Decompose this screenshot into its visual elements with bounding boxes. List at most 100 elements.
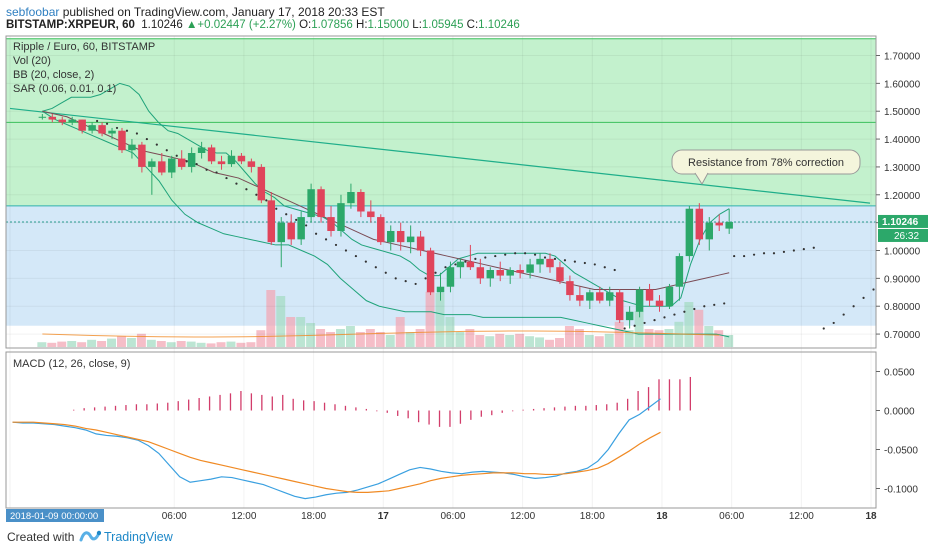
sar-dot bbox=[185, 160, 188, 163]
price-tick-label: 0.70000 bbox=[884, 330, 921, 341]
sar-dot bbox=[812, 246, 815, 249]
volume-bar bbox=[495, 333, 505, 347]
sar-dot bbox=[245, 188, 248, 191]
volume-bar bbox=[256, 330, 266, 347]
candle-body bbox=[377, 217, 385, 243]
volume-bar bbox=[236, 342, 246, 347]
sar-dot bbox=[135, 132, 139, 135]
volume-bar bbox=[176, 341, 186, 347]
candle-body bbox=[406, 236, 415, 243]
volume-bar bbox=[186, 341, 196, 347]
candle-body bbox=[187, 153, 196, 167]
time-remaining-badge bbox=[878, 228, 928, 242]
volume-bar bbox=[146, 339, 156, 347]
volume-bar bbox=[87, 339, 97, 347]
sar-dot bbox=[723, 302, 726, 305]
volume-bar bbox=[724, 335, 734, 347]
sar-dot bbox=[384, 271, 387, 274]
macd-tick-label: 0.0000 bbox=[884, 407, 915, 418]
sar-dot bbox=[364, 260, 367, 263]
candle-body bbox=[48, 116, 57, 120]
close-label: C: bbox=[466, 19, 479, 31]
candle-body bbox=[466, 261, 475, 268]
time-tick-label: 18 bbox=[656, 511, 668, 522]
volume-bar bbox=[395, 317, 405, 347]
resistance-trendline bbox=[9, 107, 871, 204]
sar-dot bbox=[603, 266, 606, 269]
sar-dot bbox=[842, 313, 845, 316]
sar-dot bbox=[394, 277, 397, 280]
candle-body bbox=[665, 286, 674, 307]
volume-bar bbox=[117, 336, 126, 347]
time-tick-label: 12:00 bbox=[231, 511, 256, 522]
volume-bar bbox=[515, 333, 525, 347]
sar-dot bbox=[494, 254, 497, 258]
open-label: O: bbox=[299, 19, 312, 31]
tradingview-brand[interactable]: TradingView bbox=[104, 530, 173, 544]
volume-bar bbox=[67, 341, 77, 347]
sar-dot bbox=[673, 313, 676, 316]
volume-bar bbox=[435, 293, 445, 347]
sar-dot bbox=[105, 122, 109, 125]
legend-line-1: Vol (20) bbox=[13, 55, 51, 67]
macd-tick-label: 0.0500 bbox=[884, 368, 915, 379]
macd-legend: MACD (12, 26, close, 9) bbox=[13, 358, 130, 370]
volume-bar bbox=[714, 330, 724, 347]
sar-dot bbox=[623, 327, 626, 330]
candle-body bbox=[128, 144, 136, 151]
sar-dot bbox=[743, 254, 746, 258]
candle-body bbox=[396, 231, 405, 243]
sar-dot bbox=[195, 163, 198, 166]
volume-bar bbox=[107, 338, 117, 347]
candle-body bbox=[596, 292, 604, 301]
candle-body bbox=[566, 281, 574, 296]
sar-dot bbox=[733, 254, 736, 258]
sar-dot bbox=[762, 252, 766, 255]
volume-ma-line bbox=[42, 330, 720, 338]
sar-dot bbox=[852, 305, 855, 308]
published-text: published on TradingView.com, January 17… bbox=[59, 5, 385, 19]
macd-pane-frame bbox=[5, 351, 877, 509]
annotation-box bbox=[671, 149, 861, 175]
volume-bar bbox=[47, 342, 57, 347]
price-tick-label: 1.60000 bbox=[884, 79, 921, 90]
volume-bar bbox=[485, 336, 495, 347]
candle-body bbox=[526, 264, 534, 273]
sar-dot bbox=[334, 243, 338, 247]
volume-bar bbox=[664, 329, 674, 347]
volume-bar bbox=[644, 329, 654, 347]
time-tick-label: 12:00 bbox=[789, 511, 814, 522]
candle-body bbox=[476, 267, 485, 279]
sar-dot bbox=[563, 259, 567, 262]
sar-dot bbox=[832, 321, 835, 325]
volume-bar bbox=[624, 330, 634, 347]
sar-dot bbox=[643, 321, 646, 325]
volume-bar bbox=[156, 341, 166, 347]
author-link[interactable]: sebfoobar bbox=[6, 5, 60, 19]
footer: Created with TradingView bbox=[0, 522, 932, 550]
time-tick-label: 17 bbox=[378, 511, 390, 522]
volume-bar bbox=[316, 329, 326, 347]
candle-body bbox=[715, 222, 723, 226]
symbol-label[interactable]: BITSTAMP:XRPEUR, 60 bbox=[6, 19, 135, 31]
candle-body bbox=[536, 258, 544, 265]
volume-bar bbox=[126, 338, 136, 347]
candle-body bbox=[158, 161, 166, 173]
candle-body bbox=[605, 292, 614, 301]
sar-dot bbox=[792, 249, 795, 252]
candle-body bbox=[227, 155, 236, 165]
sar-dot bbox=[115, 126, 119, 130]
sar-dot bbox=[255, 193, 258, 196]
candle-body bbox=[705, 222, 714, 240]
candle-body bbox=[78, 119, 86, 131]
tradingview-logo-icon[interactable] bbox=[79, 528, 101, 544]
volume-bar bbox=[326, 332, 335, 347]
last-price: 1.10246 bbox=[141, 19, 183, 31]
sar-dot bbox=[703, 305, 706, 308]
volume-bar bbox=[196, 342, 206, 347]
sar-dot bbox=[474, 257, 477, 260]
time-tick-label: 06:00 bbox=[162, 511, 187, 522]
candle-body bbox=[337, 203, 345, 231]
sar-dot bbox=[862, 296, 865, 299]
